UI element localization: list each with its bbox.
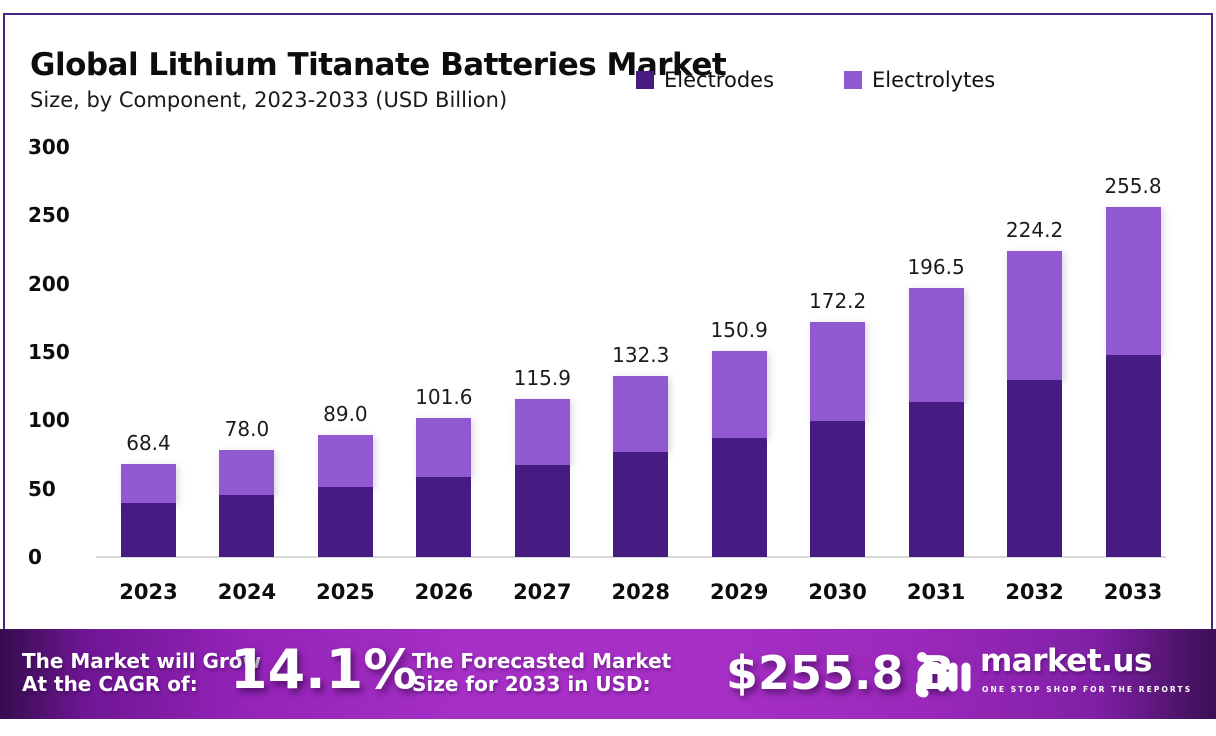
legend-label-electrolytes: Electrolytes xyxy=(872,68,996,92)
x-axis-label-2031: 2031 xyxy=(906,580,966,604)
x-axis-label-2023: 2023 xyxy=(119,580,178,604)
bar-segment-electrolytes-2027 xyxy=(514,398,570,466)
bar-total-label-2025: 89.0 xyxy=(323,402,368,427)
bar-segment-electrolytes-2033 xyxy=(1105,207,1161,355)
bar-total-label-2032: 224.2 xyxy=(1005,217,1064,242)
bar-segment-electrolytes-2026 xyxy=(416,418,472,477)
bar-segment-electrodes-2030 xyxy=(810,421,866,557)
x-axis-label-2024: 2024 xyxy=(217,580,277,604)
x-axis-label-2032: 2032 xyxy=(1005,580,1064,604)
bar-segment-electrolytes-2024 xyxy=(219,450,275,496)
footer-banner: The Market will Grow At the CAGR of: 14.… xyxy=(0,629,1216,719)
bar-total-label-2033: 255.8 xyxy=(1104,174,1162,199)
bar-segment-electrolytes-2029 xyxy=(711,350,767,438)
bar-segment-electrodes-2031 xyxy=(908,401,964,557)
cagr-value: 14.1% xyxy=(230,638,418,701)
forecast-label: The Forecasted Market Size for 2033 in U… xyxy=(412,649,672,696)
x-axis-label-2027: 2027 xyxy=(513,580,572,604)
x-axis-line xyxy=(96,556,1166,558)
y-axis-tick-150: 150 xyxy=(28,339,70,364)
bar-segment-electrolytes-2031 xyxy=(908,288,964,402)
cagr-label: The Market will Grow At the CAGR of: xyxy=(22,649,262,696)
legend-label-electrodes: Electrodes xyxy=(664,68,775,92)
y-axis-tick-200: 200 xyxy=(28,271,70,296)
electrolytes-swatch-icon xyxy=(844,71,863,89)
x-axis-label-2030: 2030 xyxy=(808,580,867,604)
bar-segment-electrodes-2027 xyxy=(514,465,570,557)
x-axis-label-2033: 2033 xyxy=(1103,580,1163,604)
bar-total-label-2031: 196.5 xyxy=(907,255,965,280)
marketus-logo-text: market.us xyxy=(980,643,1152,679)
bar-segment-electrodes-2028 xyxy=(613,452,669,557)
y-axis-tick-100: 100 xyxy=(28,408,70,433)
bar-total-label-2028: 132.3 xyxy=(612,343,670,368)
bar-segment-electrodes-2023 xyxy=(121,503,176,557)
x-axis-label-2028: 2028 xyxy=(611,580,670,604)
electrodes-swatch-icon xyxy=(636,71,654,89)
y-axis-tick-0: 0 xyxy=(28,545,42,569)
marketus-logo-mark-icon xyxy=(916,652,971,698)
bar-segment-electrolytes-2030 xyxy=(810,321,866,421)
bar-segment-electrolytes-2023 xyxy=(121,463,176,503)
page-subtitle: Size, by Component, 2023-2033 (USD Billi… xyxy=(30,88,508,112)
bar-total-label-2023: 68.4 xyxy=(126,430,171,455)
bar-segment-electrodes-2032 xyxy=(1007,379,1063,557)
bar-chart: 300 250 200 150 100 50 0 68.4 2023 78.0 2024 89.0 20… xyxy=(28,134,1166,604)
legend: Electrodes Electrolytes xyxy=(636,68,995,92)
bar-segment-electrodes-2033 xyxy=(1105,354,1161,557)
bar-segment-electrolytes-2028 xyxy=(613,376,669,453)
page-title: Global Lithium Titanate Batteries Market xyxy=(30,46,727,83)
y-axis-tick-50: 50 xyxy=(28,476,56,501)
legend-item-electrolytes: Electrolytes xyxy=(844,68,995,92)
y-axis-tick-250: 250 xyxy=(28,203,70,228)
bar-total-label-2024: 78.0 xyxy=(224,417,270,442)
bar-total-label-2026: 101.6 xyxy=(415,385,473,410)
x-axis-label-2026: 2026 xyxy=(414,580,474,604)
bar-segment-electrolytes-2032 xyxy=(1007,250,1063,380)
bar-segment-electrolytes-2025 xyxy=(317,435,373,487)
x-axis-label-2025: 2025 xyxy=(316,580,375,604)
bar-total-label-2029: 150.9 xyxy=(710,317,768,342)
legend-item-electrodes: Electrodes xyxy=(636,68,774,92)
marketus-logo: market.us ONE STOP SHOP FOR THE REPORTS xyxy=(916,643,1206,707)
bar-segment-electrodes-2026 xyxy=(416,476,472,557)
bar-segment-electrodes-2029 xyxy=(711,437,767,557)
marketus-logo-tagline: ONE STOP SHOP FOR THE REPORTS xyxy=(982,685,1193,694)
x-axis-label-2029: 2029 xyxy=(709,580,769,604)
bar-total-label-2030: 172.2 xyxy=(809,288,867,313)
y-axis-tick-300: 300 xyxy=(28,134,70,159)
bar-total-label-2027: 115.9 xyxy=(513,365,571,390)
bar-segment-electrodes-2024 xyxy=(219,495,275,557)
bar-segment-electrodes-2025 xyxy=(317,486,373,557)
